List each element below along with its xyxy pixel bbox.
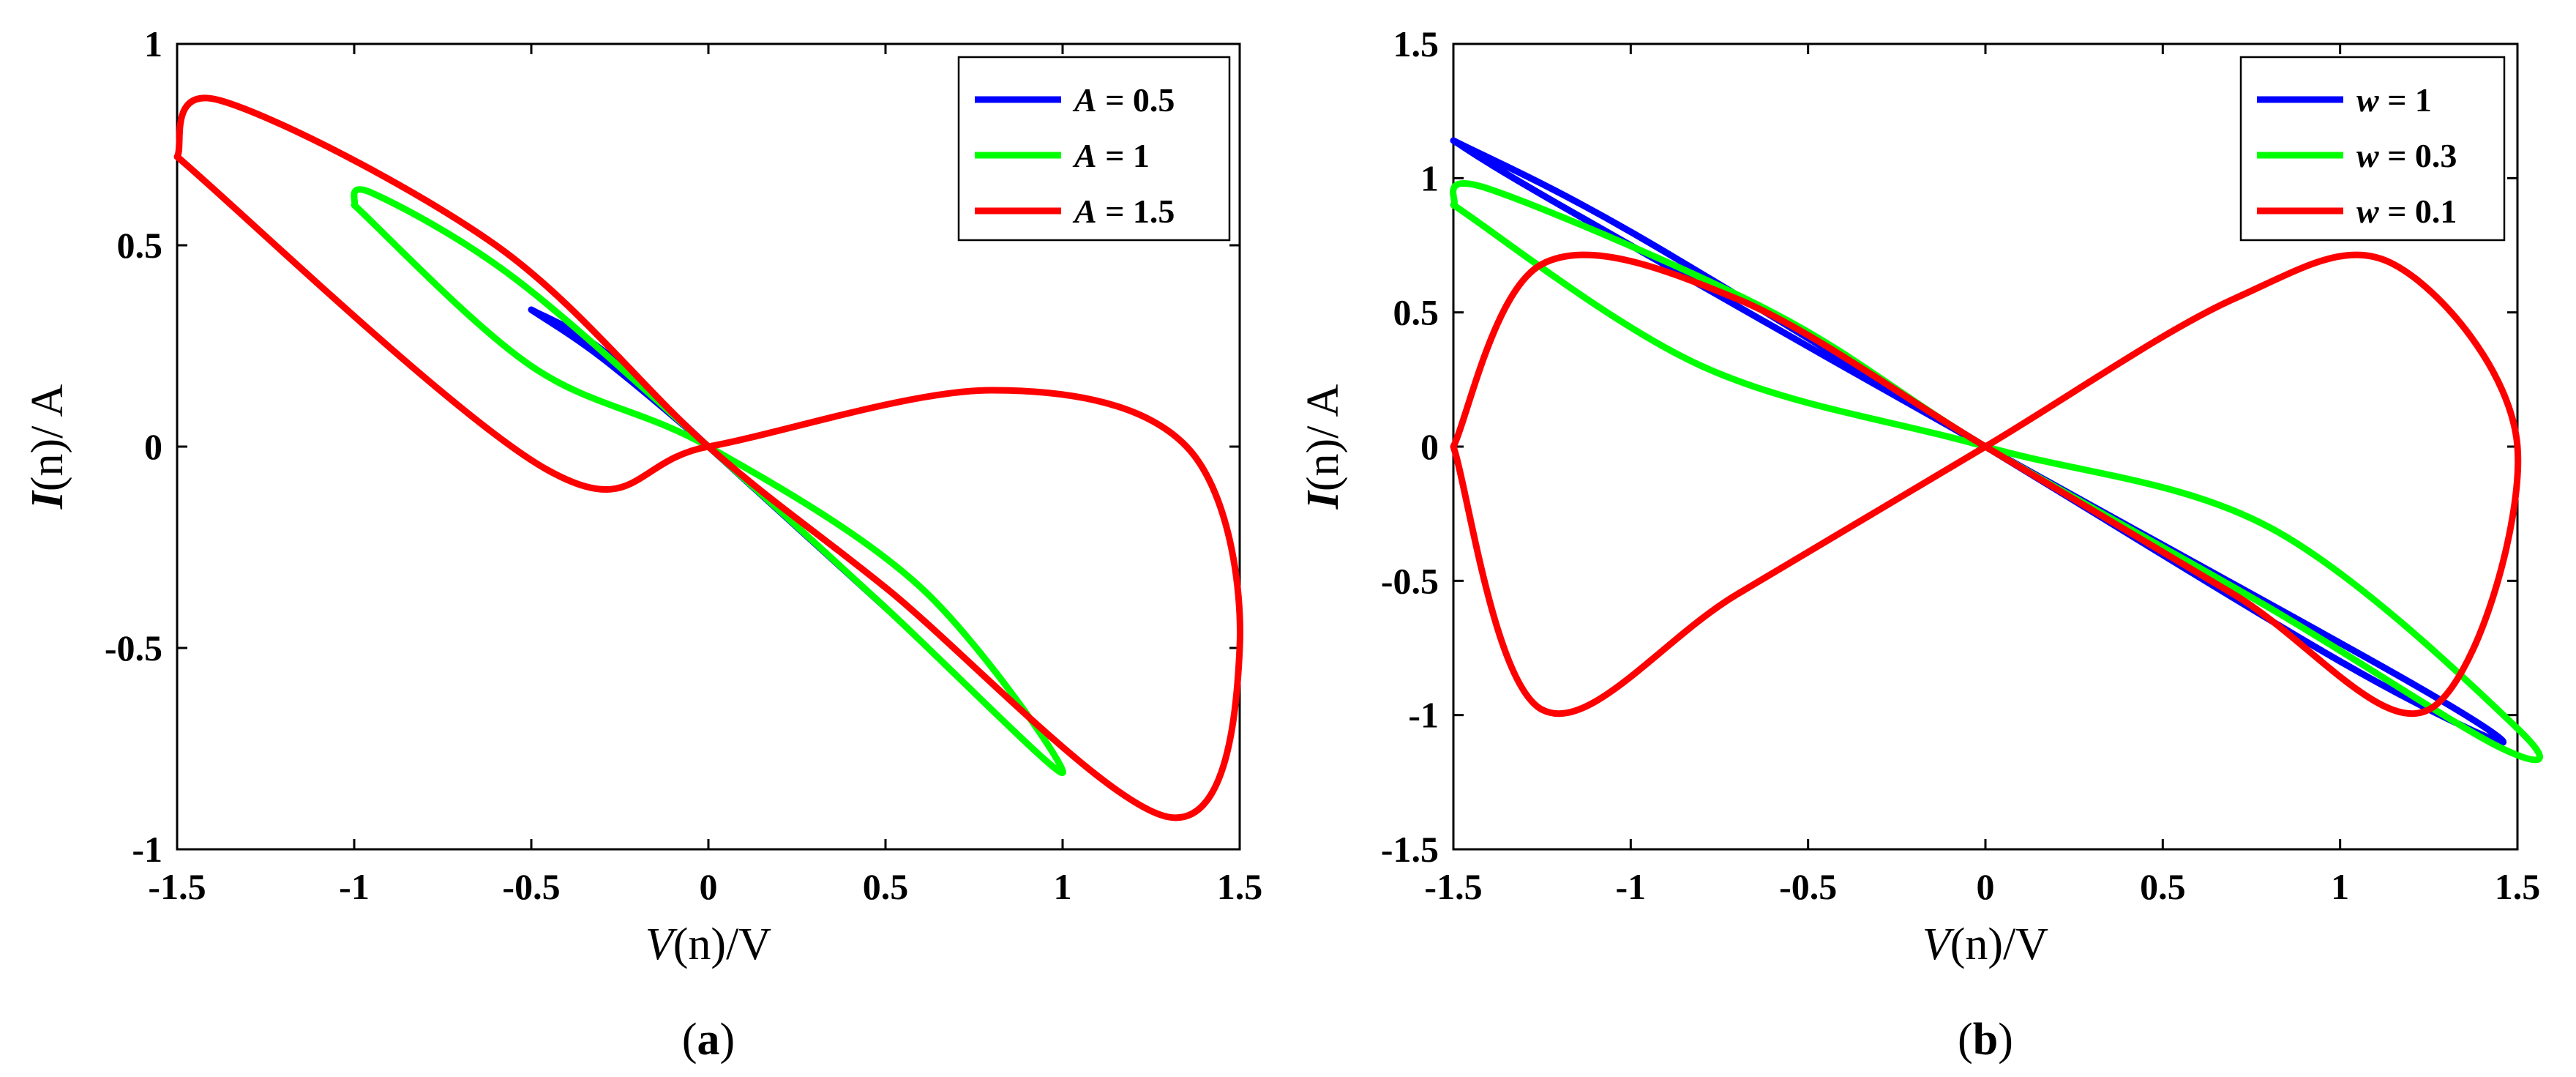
curves-b — [1450, 137, 2543, 764]
y-tick-label: -0.5 — [1381, 560, 1439, 601]
panel-b: -1.5 -1 -0.5 0 0.5 1 1.5 -1.5 -1 -0.5 0 0.5 1 1.5 V(… — [1298, 23, 2543, 1065]
y-tick-label: -1 — [132, 829, 162, 870]
legend-label: w = 0.3 — [2356, 137, 2457, 174]
x-axis-label-a: V(n)/V — [645, 920, 771, 969]
x-tick-label: 0.5 — [2140, 866, 2186, 907]
legend-label: w = 1 — [2356, 81, 2432, 119]
legend-b: w = 1 w = 0.3 w = 0.1 — [2239, 56, 2506, 242]
xtick-labels-b: -1.5 -1 -0.5 0 0.5 1 1.5 — [1424, 866, 2540, 907]
series-line-A-1 — [351, 186, 1066, 777]
caption-a: (a) — [682, 1015, 735, 1065]
y-tick-label: 0 — [1420, 426, 1439, 467]
ticks-a — [176, 42, 1241, 851]
curves-a — [173, 94, 1243, 821]
x-tick-label: -1 — [1616, 866, 1647, 907]
x-tick-label: 1.5 — [2495, 866, 2541, 907]
legend-label: w = 0.1 — [2356, 193, 2457, 230]
y-tick-label: -1.5 — [1381, 829, 1439, 870]
ytick-labels-a: -1 -0.5 0 0.5 1 — [105, 23, 162, 870]
y-tick-label: 1.5 — [1393, 23, 1439, 64]
y-tick-label: 0 — [144, 426, 162, 467]
ytick-labels-b: -1.5 -1 -0.5 0 0.5 1 1.5 — [1381, 23, 1439, 870]
y-tick-label: 1 — [144, 23, 162, 64]
x-tick-label: -1.5 — [148, 866, 206, 907]
legend-items-b: w = 1 w = 0.3 w = 0.1 — [2257, 81, 2457, 230]
y-tick-label: 0.5 — [117, 225, 163, 266]
x-tick-label: -0.5 — [502, 866, 560, 907]
legend-label: A = 0.5 — [1072, 81, 1175, 119]
x-tick-label: 1 — [1054, 866, 1072, 907]
legend-label: A = 1.5 — [1072, 193, 1175, 230]
series-line-A-1.5 — [173, 94, 1243, 821]
x-axis-label-b: V(n)/V — [1922, 920, 2048, 969]
x-tick-label: 1.5 — [1217, 866, 1263, 907]
series-line-w-0.1 — [1450, 251, 2522, 718]
x-tick-label: -0.5 — [1779, 866, 1837, 907]
y-axis-label-b: I(n)/ A — [1298, 384, 1348, 510]
y-tick-label: 1 — [1420, 157, 1439, 198]
legend-a: A = 0.5 A = 1 A = 1.5 — [957, 56, 1231, 242]
panel-a: -1.5 -1 -0.5 0 0.5 1 1.5 -1-0.500.51 V(n)/V I(… — [23, 23, 1262, 1065]
x-tick-label: -1.5 — [1424, 866, 1482, 907]
x-tick-label: 1 — [2331, 866, 2349, 907]
x-tick-label: 0 — [700, 866, 718, 907]
y-axis-label-a: I(n)/ A — [23, 384, 72, 510]
y-tick-label: -0.5 — [105, 627, 162, 668]
x-tick-label: -1 — [339, 866, 370, 907]
caption-b: (b) — [1958, 1015, 2013, 1065]
ticks-b — [1452, 42, 2519, 851]
legend-items-a: A = 0.5 A = 1 A = 1.5 — [975, 81, 1175, 230]
legend-label: A = 1 — [1072, 137, 1150, 174]
y-tick-label: -1 — [1408, 695, 1439, 736]
xtick-labels-a: -1.5 -1 -0.5 0 0.5 1 1.5 — [148, 866, 1262, 907]
y-tick-label: 0.5 — [1393, 292, 1439, 333]
x-tick-label: 0 — [1977, 866, 1995, 907]
x-tick-label: 0.5 — [863, 866, 909, 907]
